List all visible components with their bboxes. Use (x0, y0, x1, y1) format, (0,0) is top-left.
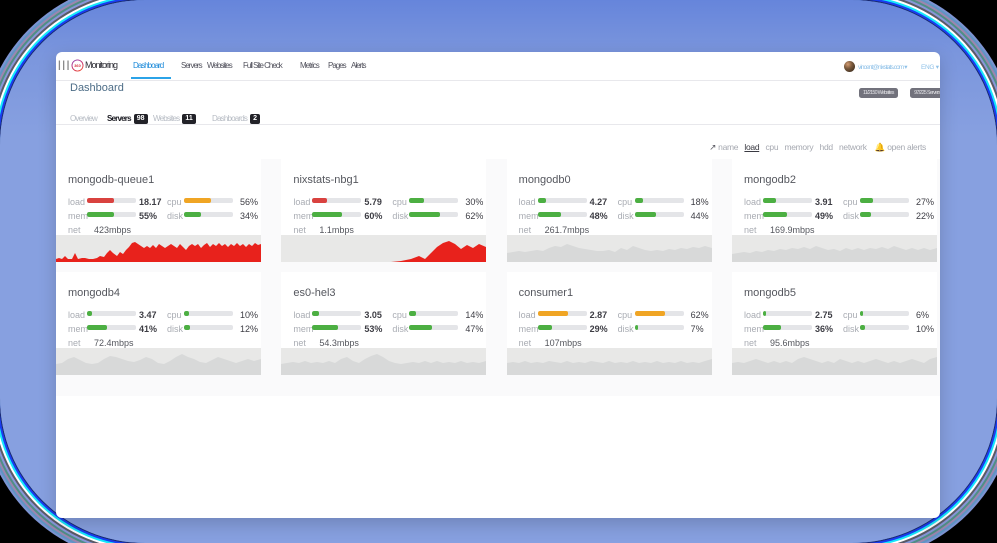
svg-text:360: 360 (74, 63, 81, 68)
